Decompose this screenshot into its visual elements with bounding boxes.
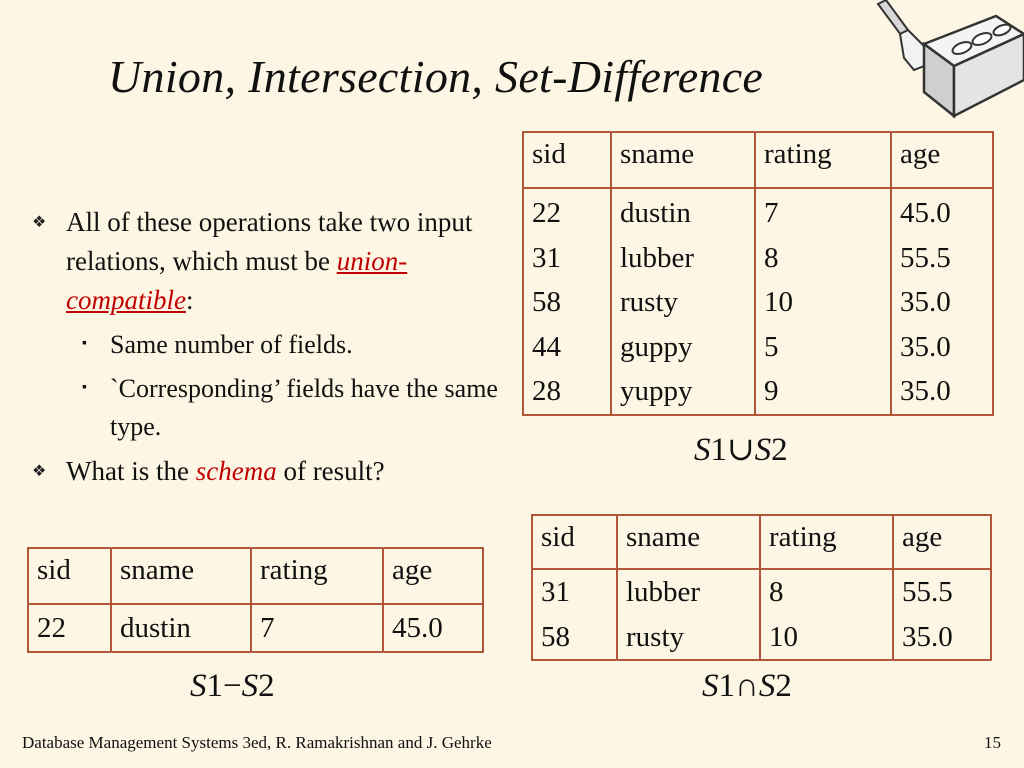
relation-s: S: [694, 432, 711, 468]
intersection-operator: ∩: [735, 668, 759, 704]
column-header: sname: [610, 132, 756, 189]
intersection-expression: S1∩S2: [702, 668, 792, 705]
column-header: age: [382, 548, 484, 605]
column-header: sid: [522, 132, 612, 189]
table-cell: dustin: [110, 604, 252, 652]
relation-s: S: [190, 668, 207, 704]
table-row: 28 yuppy 9 35.0: [522, 369, 994, 415]
table-cell: 45.0: [382, 604, 484, 652]
column-header: rating: [250, 548, 384, 605]
table-cell: 35.0: [890, 324, 994, 369]
table-cell: 8: [759, 569, 894, 615]
bullet-suffix: of result?: [276, 456, 385, 486]
table-cell: 22: [27, 604, 112, 652]
table-cell: 35.0: [890, 369, 994, 415]
table-cell: 44: [522, 324, 612, 369]
table-cell: 28: [522, 369, 612, 415]
brick-and-trowel-icon: [876, 0, 1024, 119]
union-result-table: sid sname rating age 22 dustin 7 45.0 31…: [522, 131, 994, 416]
slide-title: Union, Intersection, Set-Difference: [108, 51, 764, 102]
table-cell: 10: [754, 280, 892, 325]
bullet-schema: ❖ What is the schema of result?: [30, 452, 510, 491]
relation-index: 1: [718, 668, 736, 704]
column-header: age: [890, 132, 994, 189]
table-cell: 58: [522, 280, 612, 325]
table-row: 22 dustin 7 45.0: [522, 188, 994, 236]
table-cell: lubber: [610, 235, 756, 280]
table-header-row: sid sname rating age: [27, 548, 484, 605]
bullet-union-compatible: ❖ All of these operations take two input…: [30, 203, 510, 320]
table-cell: 7: [250, 604, 384, 652]
table-row: 31 lubber 8 55.5: [522, 235, 994, 280]
column-header: sid: [27, 548, 112, 605]
table-cell: 5: [754, 324, 892, 369]
table-cell: 22: [522, 188, 612, 236]
column-header: sname: [110, 548, 252, 605]
relation-s: S: [758, 668, 776, 704]
diamond-bullet-icon: ❖: [32, 463, 47, 480]
union-expression: S1∪S2: [694, 429, 788, 469]
difference-result-table: sid sname rating age 22 dustin 7 45.0: [27, 547, 484, 653]
difference-expression: S1−S2: [190, 668, 275, 705]
table-cell: 9: [754, 369, 892, 415]
relation-index: 2: [771, 432, 788, 468]
table-row: 58 rusty 10 35.0: [522, 280, 994, 325]
table-row: 58 rusty 10 35.0: [531, 614, 992, 660]
table-cell: 31: [531, 569, 618, 615]
relation-index: 1: [710, 432, 728, 468]
page-number: 15: [984, 733, 1001, 752]
table-cell: guppy: [610, 324, 756, 369]
union-compatible-term: union-compatible: [66, 246, 408, 315]
table-cell: 31: [522, 235, 612, 280]
table-header-row: sid sname rating age: [522, 132, 994, 189]
subbullet-same-type: ▪ `Corresponding’ fields have the same t…: [30, 370, 510, 446]
schema-term: schema: [195, 456, 277, 486]
table-cell: rusty: [610, 280, 756, 325]
square-bullet-icon: ▪: [82, 336, 87, 351]
difference-operator: −: [223, 668, 242, 704]
intersection-result-table: sid sname rating age 31 lubber 8 55.5 58…: [531, 514, 992, 661]
table-cell: rusty: [616, 614, 761, 660]
table-cell: 55.5: [892, 569, 992, 615]
square-bullet-icon: ▪: [82, 380, 87, 395]
bullet-list: ❖ All of these operations take two input…: [30, 203, 510, 497]
table-cell: dustin: [610, 188, 756, 236]
table-row: 22 dustin 7 45.0: [27, 604, 484, 652]
table-cell: yuppy: [610, 369, 756, 415]
union-operator: ∪: [727, 432, 755, 468]
bullet-text: What is the: [66, 456, 196, 486]
column-header: rating: [754, 132, 892, 189]
table-header-row: sid sname rating age: [531, 515, 992, 570]
relation-s: S: [241, 668, 259, 704]
subbullet-text: `Corresponding’ fields have the same typ…: [110, 374, 498, 441]
table-cell: 35.0: [890, 280, 994, 325]
subbullet-same-number: ▪ Same number of fields.: [30, 326, 510, 364]
column-header: rating: [759, 515, 894, 570]
relation-s: S: [702, 668, 719, 704]
table-cell: 55.5: [890, 235, 994, 280]
table-cell: lubber: [616, 569, 761, 615]
table-cell: 7: [754, 188, 892, 236]
table-row: 31 lubber 8 55.5: [531, 569, 992, 615]
column-header: sname: [616, 515, 761, 570]
table-cell: 45.0: [890, 188, 994, 236]
table-cell: 35.0: [892, 614, 992, 660]
table-cell: 8: [754, 235, 892, 280]
relation-index: 2: [775, 668, 792, 704]
diamond-bullet-icon: ❖: [32, 214, 47, 231]
subbullet-text: Same number of fields.: [110, 330, 353, 359]
table-cell: 10: [759, 614, 894, 660]
table-row: 44 guppy 5 35.0: [522, 324, 994, 369]
relation-s: S: [754, 432, 772, 468]
relation-index: 1: [206, 668, 224, 704]
table-cell: 58: [531, 614, 618, 660]
column-header: sid: [531, 515, 618, 570]
bullet-text: All of these operations take two input r…: [66, 207, 473, 276]
slide-footer: Database Management Systems 3ed, R. Rama…: [22, 733, 492, 752]
relation-index: 2: [258, 668, 275, 704]
bullet-suffix: :: [185, 285, 194, 315]
column-header: age: [892, 515, 992, 570]
